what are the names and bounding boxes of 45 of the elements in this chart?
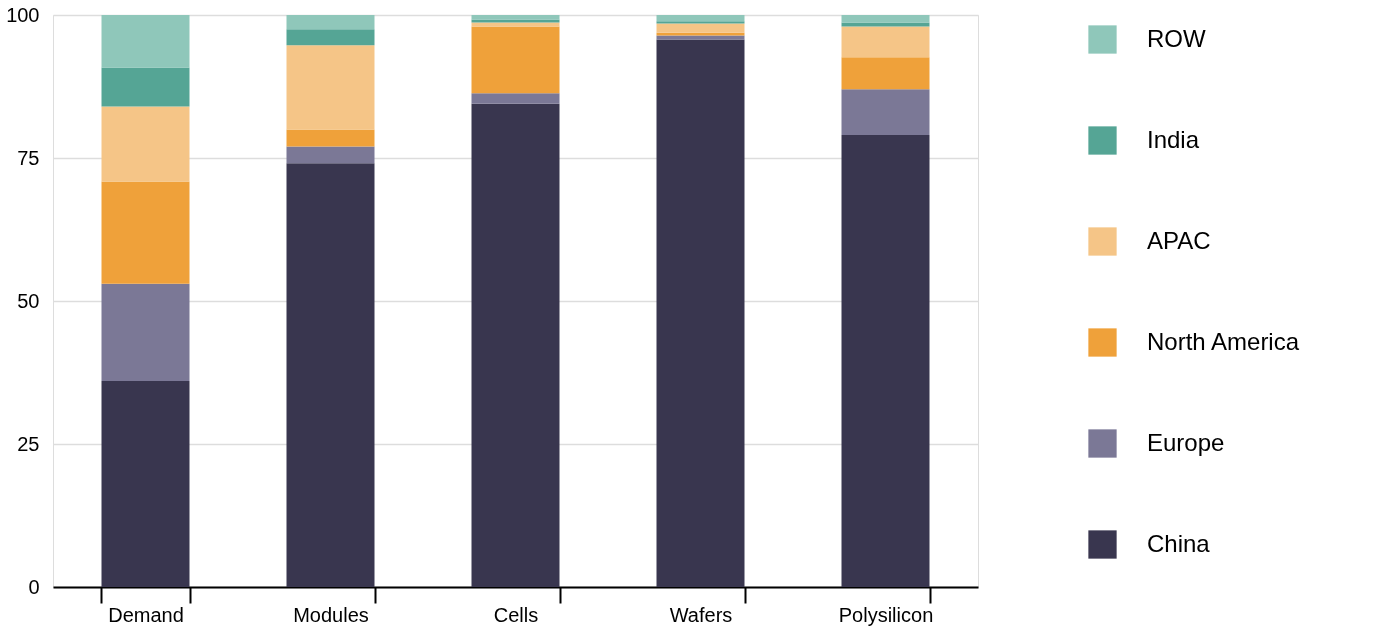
y-tick-label: 75 xyxy=(17,146,40,169)
bar xyxy=(841,22,930,27)
bar xyxy=(656,15,745,22)
bar xyxy=(841,57,930,90)
bar xyxy=(286,163,375,587)
x-tick-label: Wafers xyxy=(669,603,733,626)
x-tick-label: Polysilicon xyxy=(838,603,934,626)
bar xyxy=(101,106,190,182)
bar xyxy=(841,89,930,136)
bar xyxy=(471,26,560,94)
bar xyxy=(656,35,745,40)
bar xyxy=(286,29,375,46)
bar xyxy=(841,26,930,58)
bar xyxy=(286,15,375,30)
y-tick-label: 50 xyxy=(17,289,40,312)
bar xyxy=(656,21,745,24)
bar xyxy=(471,93,560,104)
y-tick-label: 0 xyxy=(28,575,40,598)
x-tick-label: Demand xyxy=(108,603,184,626)
y-tick-label: 25 xyxy=(17,432,40,455)
legend-label: APAC xyxy=(1147,226,1211,254)
bar xyxy=(471,22,560,27)
x-tick-label: Modules xyxy=(293,603,369,626)
bar xyxy=(286,45,375,130)
bar xyxy=(656,23,745,33)
bar xyxy=(286,146,375,164)
bar xyxy=(101,381,190,587)
bar xyxy=(101,15,190,68)
legend-label: India xyxy=(1147,125,1200,153)
x-tick-label: Cells xyxy=(493,603,539,626)
bar xyxy=(101,67,190,107)
bar xyxy=(286,129,375,147)
bar xyxy=(656,32,745,36)
legend-label: ROW xyxy=(1147,24,1206,52)
legend-label: Europe xyxy=(1147,428,1225,456)
bar xyxy=(841,135,930,587)
legend-label: North America xyxy=(1147,327,1300,355)
bar xyxy=(471,15,560,20)
bar xyxy=(471,103,560,587)
legend-label: China xyxy=(1147,529,1211,557)
bar xyxy=(101,181,190,284)
bar xyxy=(656,39,745,587)
y-tick-label: 100 xyxy=(6,3,40,26)
bar xyxy=(101,283,190,382)
bar xyxy=(841,15,930,23)
